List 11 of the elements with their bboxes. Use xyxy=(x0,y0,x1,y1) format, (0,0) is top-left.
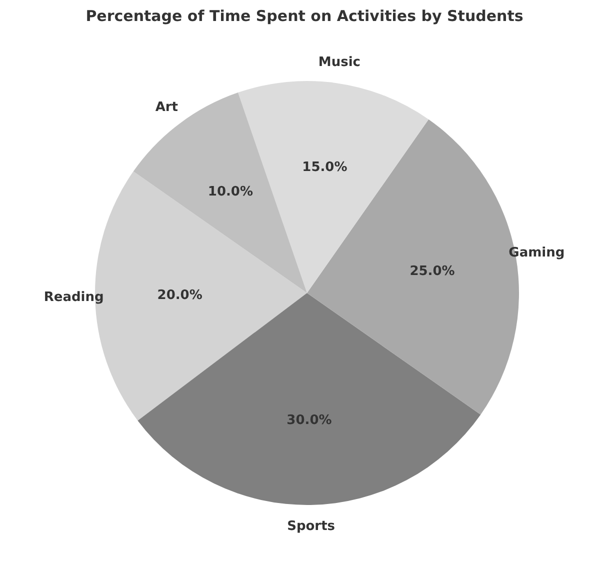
slice-label: Sports xyxy=(287,519,336,534)
data-label: 20.0% xyxy=(157,288,202,304)
data-label: 10.0% xyxy=(208,184,254,200)
data-label: 25.0% xyxy=(410,264,455,279)
slice-label: Gaming xyxy=(508,246,565,261)
data-label: 15.0% xyxy=(302,160,348,176)
data-label: 30.0% xyxy=(286,413,332,428)
slice-label: Reading xyxy=(44,290,104,306)
chart-title: Percentage of Time Spent on Activities by Students xyxy=(86,7,524,25)
slice-label: Music xyxy=(318,55,360,70)
slice-label: Art xyxy=(155,100,178,115)
